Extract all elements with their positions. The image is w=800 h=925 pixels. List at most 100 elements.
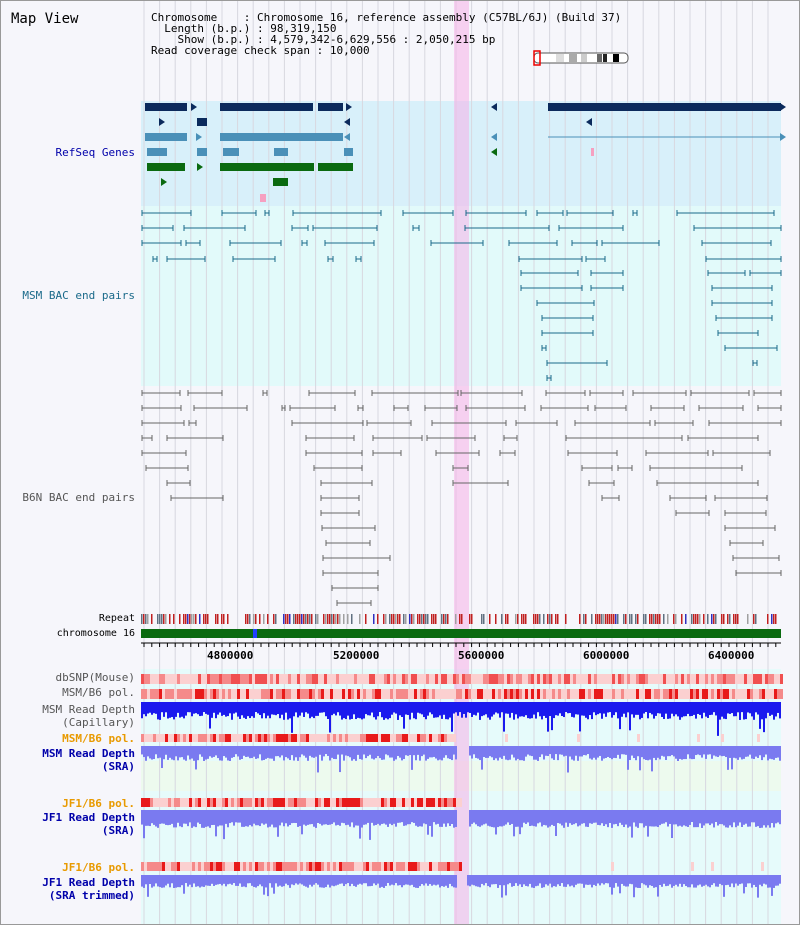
read-depth-bar bbox=[603, 810, 605, 827]
read-depth-bar bbox=[349, 810, 351, 827]
read-depth-bar bbox=[505, 702, 507, 714]
polymorphism-heat bbox=[549, 689, 552, 699]
read-depth-bar bbox=[743, 746, 745, 759]
read-depth-bar bbox=[671, 746, 673, 756]
read-depth-bar bbox=[345, 746, 347, 756]
polymorphism-heat bbox=[768, 674, 771, 684]
read-depth-bar bbox=[371, 810, 373, 823]
read-depth-bar bbox=[253, 746, 255, 757]
track-label-jf1-pol[interactable]: JF1/B6 pol. bbox=[62, 797, 135, 810]
read-depth-bar bbox=[595, 702, 597, 716]
repeat-feature bbox=[335, 614, 337, 624]
repeat-feature bbox=[337, 614, 339, 624]
polymorphism-heat bbox=[711, 862, 714, 871]
read-depth-bar bbox=[389, 746, 391, 758]
read-depth-bar bbox=[167, 746, 169, 760]
read-depth-bar bbox=[359, 875, 361, 884]
read-depth-bar bbox=[291, 875, 293, 885]
polymorphism-heat bbox=[711, 674, 714, 684]
track-label-msm-bac[interactable]: MSM BAC end pairs bbox=[22, 289, 135, 302]
polymorphism-heat bbox=[573, 674, 576, 684]
polymorphism-heat bbox=[615, 674, 618, 684]
read-depth-bar bbox=[473, 702, 475, 715]
track-label-msm-pol[interactable]: MSM/B6 pol. bbox=[62, 686, 135, 699]
polymorphism-heat bbox=[219, 734, 222, 742]
read-depth-bar bbox=[217, 875, 219, 885]
track-label-refseq[interactable]: RefSeq Genes bbox=[55, 146, 135, 159]
polymorphism-heat bbox=[756, 689, 759, 699]
read-depth-bar bbox=[335, 746, 337, 760]
polymorphism-heat bbox=[210, 862, 213, 871]
read-depth-bar bbox=[395, 746, 397, 760]
track-label-repeat[interactable]: Repeat bbox=[98, 613, 135, 624]
track-label-msm-depth-cap[interactable]: MSM Read Depth (Capillary) bbox=[3, 703, 135, 729]
read-depth-bar bbox=[249, 875, 251, 884]
track-label-jf1-depth[interactable]: JF1 Read Depth (SRA) bbox=[3, 811, 135, 837]
read-depth-bar bbox=[521, 702, 523, 717]
read-depth-bar bbox=[507, 746, 509, 761]
polymorphism-heat bbox=[672, 674, 675, 684]
read-depth-bar bbox=[469, 810, 471, 827]
polymorphism-heat bbox=[690, 674, 693, 684]
read-depth-bar bbox=[443, 702, 445, 715]
track-label-chromosome[interactable]: chromosome 16 bbox=[56, 628, 135, 639]
read-depth-bar bbox=[269, 810, 271, 827]
read-depth-bar bbox=[371, 702, 373, 713]
polymorphism-heat bbox=[180, 798, 183, 807]
read-depth-bar bbox=[241, 746, 243, 759]
track-label-dbsnp[interactable]: dbSNP(Mouse) bbox=[55, 671, 135, 684]
track-label-msm-pol-sra[interactable]: MSM/B6 pol. bbox=[62, 732, 135, 745]
read-depth-bar bbox=[407, 702, 409, 715]
read-depth-bar bbox=[757, 875, 759, 898]
polymorphism-heat bbox=[171, 862, 174, 871]
read-depth-bar bbox=[385, 875, 387, 886]
read-depth-bar bbox=[627, 746, 629, 770]
read-depth-bar bbox=[325, 810, 327, 825]
track-label-b6n-bac[interactable]: B6N BAC end pairs bbox=[22, 491, 135, 504]
polymorphism-heat bbox=[207, 734, 210, 742]
read-depth-bar bbox=[617, 702, 619, 719]
read-depth-bar bbox=[365, 746, 367, 759]
polymorphism-heat bbox=[273, 689, 276, 699]
track-label-msm-depth-sra[interactable]: MSM Read Depth (SRA) bbox=[3, 747, 135, 773]
polymorphism-heat bbox=[697, 734, 700, 742]
repeat-feature bbox=[707, 614, 709, 624]
repeat-feature bbox=[773, 614, 775, 624]
polymorphism-heat bbox=[558, 689, 561, 699]
read-depth-bar bbox=[247, 746, 249, 757]
read-depth-bar bbox=[201, 875, 203, 887]
polymorphism-heat bbox=[441, 798, 444, 807]
repeat-feature bbox=[147, 614, 149, 624]
polymorphism-heat bbox=[144, 798, 147, 807]
length-label: Length (b.p.) bbox=[164, 22, 251, 35]
read-depth-bar bbox=[413, 810, 415, 823]
read-depth-bar bbox=[625, 702, 627, 718]
repeat-feature bbox=[729, 614, 731, 624]
read-depth-bar bbox=[727, 746, 729, 770]
repeat-feature bbox=[691, 614, 693, 624]
read-depth-bar bbox=[417, 702, 419, 713]
read-depth-bar bbox=[475, 810, 477, 825]
polymorphism-heat bbox=[378, 862, 381, 871]
polymorphism-heat bbox=[315, 862, 318, 871]
repeat-feature bbox=[489, 614, 491, 624]
read-depth-bar bbox=[537, 810, 539, 824]
polymorphism-heat bbox=[453, 734, 456, 742]
read-depth-bar bbox=[317, 810, 319, 823]
polymorphism-heat bbox=[186, 689, 189, 699]
polymorphism-heat bbox=[207, 798, 210, 807]
polymorphism-heat bbox=[420, 674, 423, 684]
polymorphism-heat bbox=[255, 862, 258, 871]
read-depth-bar bbox=[571, 810, 573, 825]
read-depth-bar bbox=[433, 702, 435, 718]
polymorphism-heat bbox=[360, 674, 363, 684]
polymorphism-heat bbox=[549, 674, 552, 684]
read-depth-bar bbox=[267, 702, 269, 716]
read-depth-bar bbox=[541, 875, 543, 888]
track-label-jf1-trim[interactable]: JF1 Read Depth (SRA trimmed) bbox=[3, 876, 135, 902]
repeat-feature bbox=[413, 614, 415, 624]
read-depth-bar bbox=[553, 875, 555, 887]
read-depth-bar bbox=[243, 875, 245, 887]
track-label-jf1-pol-trim[interactable]: JF1/B6 pol. bbox=[62, 861, 135, 874]
